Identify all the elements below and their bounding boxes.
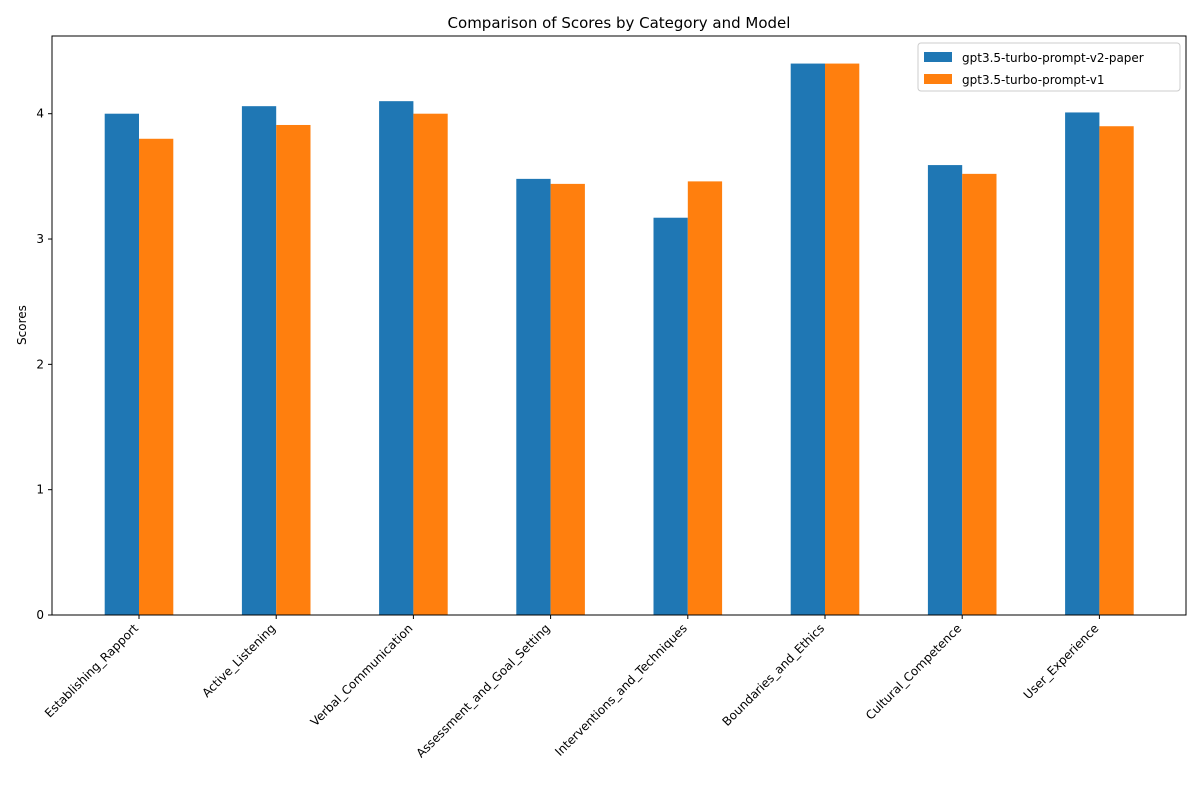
bar <box>516 178 551 615</box>
bar <box>687 181 723 615</box>
bar <box>653 217 688 615</box>
x-tick-label: Cultural_Competence <box>863 621 964 722</box>
y-tick-label: 4 <box>36 107 44 121</box>
legend-label: gpt3.5-turbo-prompt-v1 <box>962 73 1105 87</box>
x-tick-label: Boundaries_and_Ethics <box>719 621 827 729</box>
plot-area <box>51 35 1187 616</box>
x-tick-label: Interventions_and_Techniques <box>552 621 690 759</box>
bar <box>379 101 414 616</box>
y-tick-label: 2 <box>36 357 44 371</box>
bar <box>413 113 448 615</box>
y-tick-label: 3 <box>36 232 44 246</box>
legend-frame <box>917 42 1181 92</box>
bar <box>241 106 277 616</box>
chart-title: Comparison of Scores by Category and Mod… <box>448 14 791 32</box>
legend-label: gpt3.5-turbo-prompt-v2-paper <box>962 51 1144 65</box>
legend-swatch <box>924 52 952 62</box>
bar <box>1065 112 1100 615</box>
plot-frame <box>51 35 1187 616</box>
bar <box>962 173 997 616</box>
y-tick-label: 0 <box>36 608 44 622</box>
x-tick-label: Active_Listening <box>199 621 278 700</box>
x-tick-label: Assessment_and_Goal_Setting <box>414 621 553 760</box>
legend: gpt3.5-turbo-prompt-v2-paper gpt3.5-turbo… <box>917 42 1181 92</box>
y-axis: 0 1 2 3 4 <box>36 107 52 622</box>
y-tick-label: 1 <box>36 483 44 497</box>
bar <box>104 113 139 615</box>
x-tick-label: User_Experience <box>1021 621 1102 702</box>
bar <box>139 138 174 615</box>
legend-swatch <box>924 74 952 84</box>
x-tick-label: Establishing_Rapport <box>42 621 141 720</box>
bar <box>927 165 963 615</box>
bar <box>790 63 825 615</box>
bar <box>825 63 860 615</box>
bar <box>550 183 585 615</box>
x-axis: Establishing_Rapport Active_Listening Verb… <box>42 615 1102 760</box>
bar <box>276 124 311 615</box>
bar <box>1099 126 1134 615</box>
x-tick-label: Verbal_Communication <box>308 621 416 729</box>
y-axis-label: Scores <box>15 305 29 345</box>
